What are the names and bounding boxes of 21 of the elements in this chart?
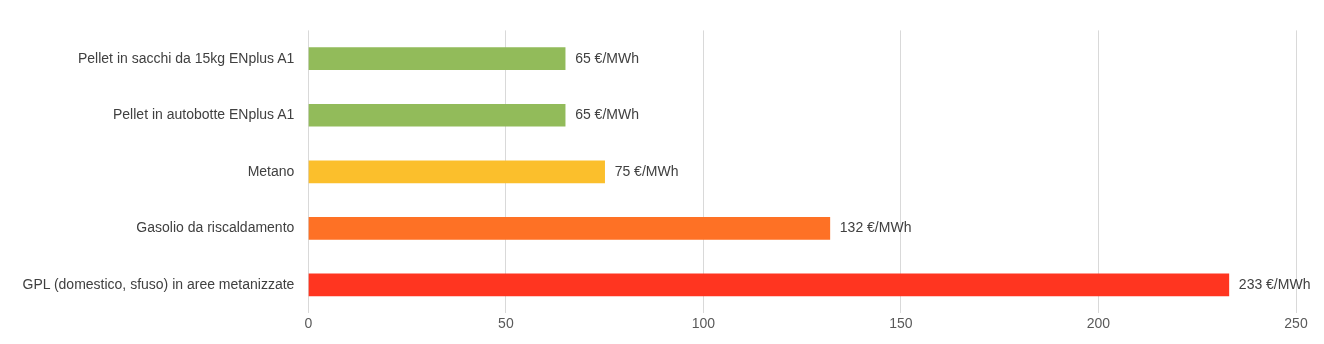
data-label: 75 €/MWh [614,162,679,179]
data-label: 132 €/MWh [839,219,912,236]
y-tick-label: Pellet in autobotte ENplus A1 [113,106,295,123]
bar [308,103,566,127]
data-label: 65 €/MWh [575,49,639,66]
x-tick-label: 50 [498,315,514,332]
x-tick-label: 200 [1086,315,1111,332]
bar [308,160,605,184]
data-label: 233 €/MWh [1238,275,1311,292]
data-label: 65 €/MWh [575,106,639,123]
x-tick-label: 100 [691,315,716,332]
x-tick-label: 250 [1284,315,1308,332]
y-tick-label: Pellet in sacchi da 15kg ENplus A1 [77,49,295,66]
bar [308,217,831,240]
y-tick-label: GPL (domestico, sfuso) in aree metanizzate [22,275,295,292]
x-tick-label: 150 [889,315,913,332]
bar [308,47,566,71]
bar [308,273,1230,297]
y-tick-label: Gasolio da riscaldamento [136,219,295,236]
x-tick-label: 0 [304,315,313,332]
y-tick-label: Metano [247,162,295,179]
